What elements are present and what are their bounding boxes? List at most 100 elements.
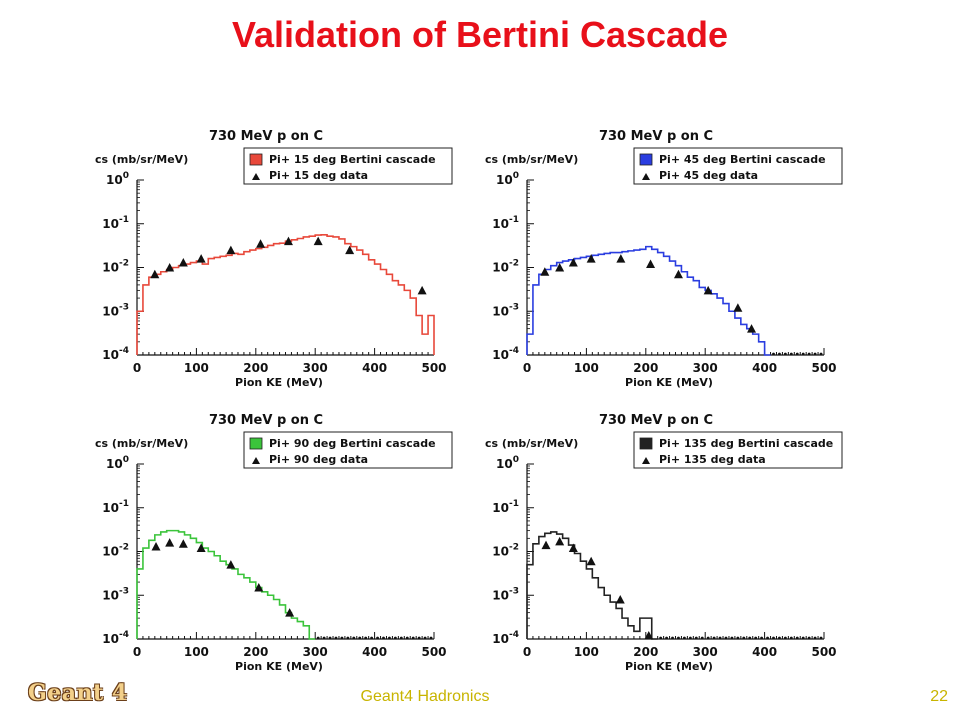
model-histogram: [526, 531, 658, 640]
y-tick-label: 10-4: [492, 630, 519, 646]
data-point: [644, 631, 654, 640]
legend-swatch: [639, 153, 653, 166]
x-tick-label: 400: [362, 645, 387, 659]
zero-bin-marker: [772, 636, 775, 640]
zero-bin-marker: [417, 636, 421, 640]
y-tick-label: 10-4: [492, 346, 519, 362]
data-point: [568, 258, 578, 267]
legend-swatch: [249, 437, 263, 450]
data-point: [196, 254, 206, 263]
data-point: [151, 542, 161, 551]
data-point: [555, 536, 565, 546]
zero-bin-marker: [789, 352, 793, 356]
x-tick-label: 300: [693, 361, 718, 375]
plot-panel-2: 730 MeV p on C cs (mb/sr/MeV) Pi+ 45 deg B…: [485, 129, 843, 389]
legend-marker: [642, 173, 650, 180]
legend: Pi+ 15 deg Bertini cascade Pi+ 15 deg dat…: [243, 147, 453, 185]
data-point: [283, 236, 293, 246]
legend-box: [243, 431, 453, 469]
zero-bin-marker: [328, 636, 332, 640]
legend-marker: [252, 457, 260, 464]
x-axis-label: Pion KE (MeV): [625, 376, 713, 389]
zero-bin-marker: [388, 636, 391, 640]
data-point: [747, 324, 757, 333]
x-tick-label: 500: [421, 361, 446, 375]
zero-bin-marker: [694, 636, 698, 640]
zero-bin-marker: [724, 636, 728, 640]
data-point: [165, 263, 175, 272]
zero-bin-marker: [801, 636, 805, 640]
zero-bin-marker: [795, 352, 799, 356]
y-tick-label: 10-1: [102, 499, 129, 515]
legend-entry-model: Pi+ 90 deg Bertini cascade: [269, 437, 436, 450]
y-axis-label: cs (mb/sr/MeV): [485, 437, 578, 450]
zero-bin-marker: [677, 636, 680, 640]
y-tick-label: 10-3: [102, 586, 129, 602]
x-tick-label: 400: [752, 361, 777, 375]
data-point: [285, 608, 295, 617]
y-tick-label: 10-2: [492, 259, 519, 275]
x-tick-label: 300: [693, 645, 718, 659]
data-point: [646, 259, 656, 269]
geant4-logo: Geant 4: [28, 680, 128, 706]
y-tick-label: 100: [496, 171, 519, 187]
x-tick-label: 400: [362, 361, 387, 375]
y-tick-label: 10-2: [102, 543, 129, 559]
zero-bin-marker: [683, 636, 686, 640]
legend: Pi+ 90 deg Bertini cascade Pi+ 90 deg dat…: [243, 431, 453, 469]
data-point: [540, 267, 550, 276]
y-tick-label: 10-4: [102, 630, 129, 646]
zero-bin-marker: [813, 352, 817, 356]
zero-bin-marker: [778, 352, 781, 356]
zero-bin-marker: [316, 636, 320, 640]
x-tick-label: 100: [574, 361, 599, 375]
legend-marker: [642, 457, 650, 464]
zero-bin-marker: [376, 636, 379, 640]
legend-entry-data: Pi+ 15 deg data: [269, 169, 368, 182]
zero-bin-marker: [730, 636, 734, 640]
data-point: [254, 583, 264, 592]
plot-panel-4: 730 MeV p on C cs (mb/sr/MeV) Pi+ 135 deg …: [485, 413, 843, 673]
plots-canvas: 730 MeV p on C cs (mb/sr/MeV) Pi+ 15 deg B…: [95, 129, 843, 673]
zero-bin-marker: [706, 636, 710, 640]
zero-bin-marker: [322, 636, 326, 640]
zero-bin-marker: [671, 636, 674, 640]
legend-entry-model: Pi+ 15 deg Bertini cascade: [269, 153, 436, 166]
zero-bin-marker: [795, 636, 799, 640]
x-tick-label: 100: [184, 361, 209, 375]
legend: Pi+ 135 deg Bertini cascade Pi+ 135 deg d…: [633, 431, 843, 469]
y-axis-label: cs (mb/sr/MeV): [95, 437, 188, 450]
zero-bin-marker: [346, 636, 350, 640]
data-point: [196, 543, 206, 553]
zero-bin-marker: [718, 636, 722, 640]
data-point: [165, 538, 175, 547]
data-point: [616, 254, 626, 263]
zero-bin-marker: [789, 636, 793, 640]
plot-panel-3: 730 MeV p on C cs (mb/sr/MeV) Pi+ 90 deg B…: [95, 413, 453, 673]
data-point: [541, 540, 551, 550]
legend-entry-data: Pi+ 90 deg data: [269, 453, 368, 466]
y-tick-label: 100: [106, 455, 129, 471]
zero-bin-marker: [748, 636, 752, 640]
x-tick-label: 200: [633, 645, 658, 659]
data-point: [178, 258, 188, 267]
data-point: [345, 245, 355, 255]
x-tick-label: 300: [303, 361, 328, 375]
data-point: [586, 556, 596, 566]
zero-bin-marker: [754, 636, 758, 640]
zero-bin-marker: [358, 636, 362, 640]
legend-box: [633, 147, 843, 185]
data-point: [586, 254, 596, 263]
zero-bin-marker: [819, 636, 823, 640]
x-tick-label: 200: [243, 645, 268, 659]
zero-bin-marker: [700, 636, 704, 640]
y-tick-label: 10-4: [102, 346, 129, 362]
zero-bin-marker: [370, 636, 374, 640]
page-number: 22: [930, 688, 948, 705]
zero-bin-marker: [334, 636, 338, 640]
legend-box: [633, 431, 843, 469]
data-point: [226, 245, 236, 255]
zero-bin-marker: [393, 636, 397, 640]
slide-title: Validation of Bertini Cascade: [231, 14, 729, 55]
legend-swatch: [639, 437, 653, 450]
